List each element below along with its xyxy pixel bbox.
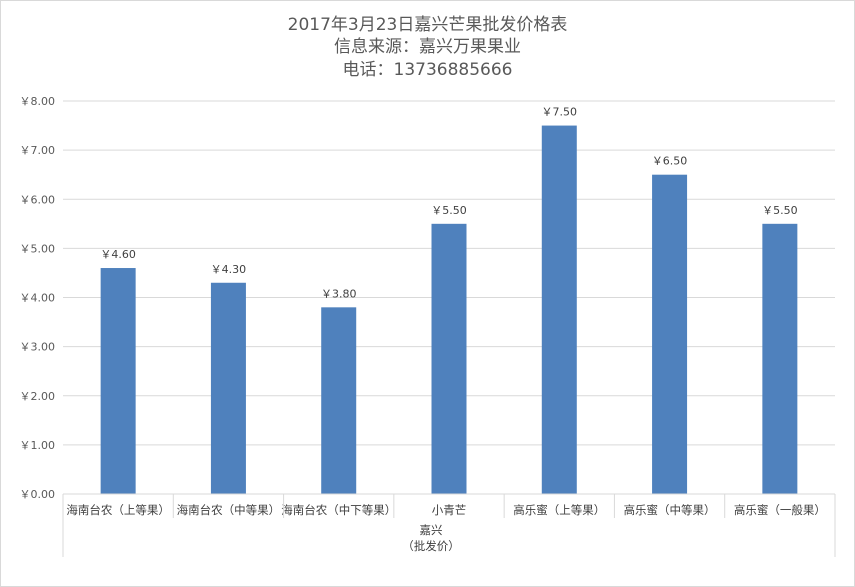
y-tick-label: ￥5.00 xyxy=(20,242,56,255)
bar xyxy=(431,223,467,494)
x-tick-label: 小青芒 xyxy=(432,503,467,517)
bar xyxy=(652,174,688,494)
bar xyxy=(210,282,246,494)
x-tick-label: 高乐蜜（中等果） xyxy=(624,503,716,517)
x-tick-label: 海南台农（中下等果） xyxy=(281,503,396,517)
chart-title-line-3: 电话：13736885666 xyxy=(342,60,513,80)
x-tick-label: 高乐蜜（上等果） xyxy=(513,503,605,517)
data-label: ￥3.80 xyxy=(321,287,357,300)
data-label: ￥6.50 xyxy=(652,155,688,168)
group-label-line-1: 嘉兴 xyxy=(420,523,443,537)
y-tick-label: ￥6.00 xyxy=(20,193,56,206)
y-tick-label: ￥4.00 xyxy=(20,292,56,305)
bar xyxy=(321,307,357,494)
data-label: ￥4.30 xyxy=(211,263,247,276)
data-label: ￥5.50 xyxy=(762,204,798,217)
x-tick-label: 海南台农（中等果） xyxy=(177,503,281,517)
data-label: ￥4.60 xyxy=(100,248,136,261)
chart-title-line-1: 2017年3月23日嘉兴芒果批发价格表 xyxy=(287,15,568,35)
data-label: ￥7.50 xyxy=(542,106,578,119)
y-tick-label: ￥0.00 xyxy=(20,488,56,501)
y-tick-label: ￥1.00 xyxy=(20,439,56,452)
x-tick-label: 高乐蜜（一般果） xyxy=(734,503,826,517)
data-label: ￥5.50 xyxy=(431,204,467,217)
y-tick-label: ￥8.00 xyxy=(20,95,56,108)
y-tick-label: ￥2.00 xyxy=(20,390,56,403)
chart-title-line-2: 信息来源：嘉兴万果果业 xyxy=(334,37,521,57)
bar xyxy=(100,268,136,494)
x-tick-label: 海南台农（上等果） xyxy=(66,503,170,517)
y-tick-label: ￥3.00 xyxy=(20,341,56,354)
bar xyxy=(541,125,577,494)
group-label-line-2: （批发价） xyxy=(402,539,460,553)
bar xyxy=(762,223,798,494)
y-tick-label: ￥7.00 xyxy=(20,144,56,157)
